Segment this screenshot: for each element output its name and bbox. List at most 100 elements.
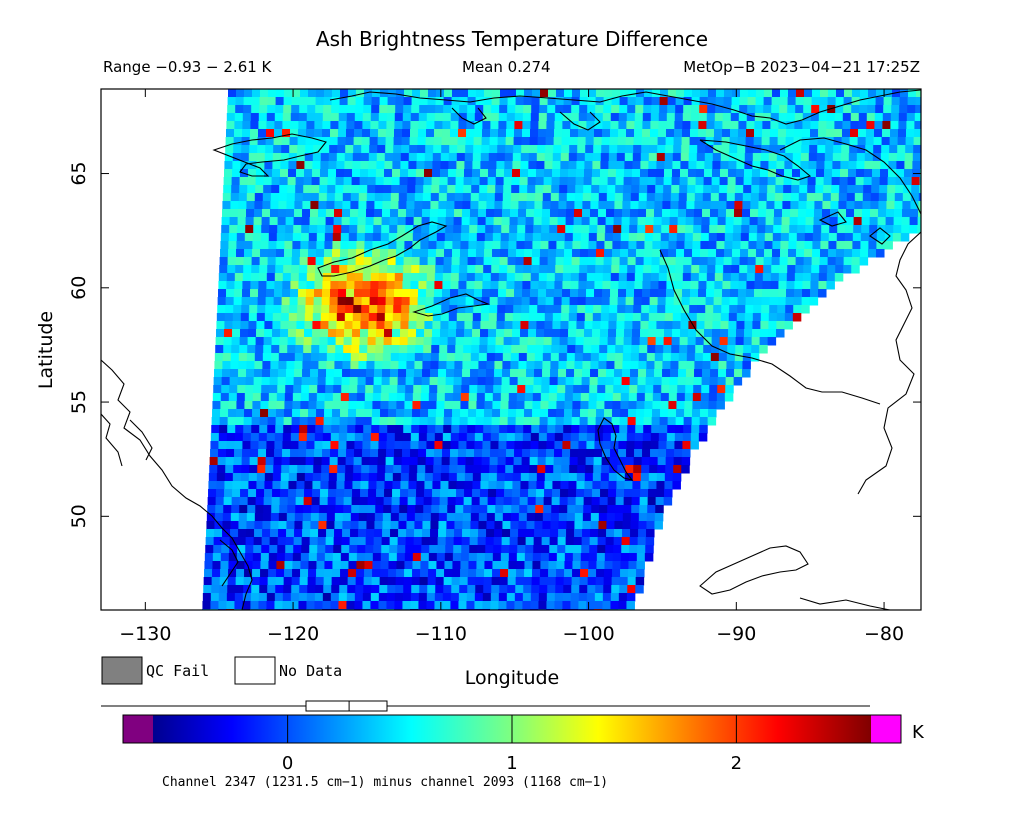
swath-pixel	[412, 401, 421, 410]
swath-pixel	[282, 449, 291, 458]
swath-pixel	[682, 289, 691, 298]
swath-pixel	[420, 409, 429, 418]
swath-pixel	[736, 329, 745, 338]
swath-pixel	[590, 521, 599, 530]
swath-pixel	[622, 513, 632, 522]
swath-pixel	[814, 193, 824, 202]
swath-pixel	[792, 153, 802, 162]
swath-pixel	[606, 513, 616, 522]
swath-pixel	[632, 313, 642, 322]
swath-pixel	[233, 465, 242, 474]
swath-pixel	[513, 137, 523, 146]
swath-pixel	[627, 585, 636, 594]
swath-pixel	[441, 137, 451, 146]
swath-pixel	[721, 297, 731, 306]
swath-pixel	[693, 217, 703, 226]
swath-pixel	[512, 153, 522, 162]
swath-pixel	[510, 513, 520, 522]
swath-pixel	[498, 273, 508, 282]
swath-pixel	[298, 441, 307, 450]
swath-pixel	[334, 209, 343, 218]
swath-pixel	[406, 529, 415, 538]
swath-pixel	[292, 249, 301, 258]
swath-pixel	[669, 385, 678, 394]
swath-pixel	[918, 209, 921, 218]
swath-pixel	[564, 233, 574, 242]
swath-pixel	[421, 545, 430, 554]
swath-pixel	[366, 193, 376, 202]
swath-pixel	[427, 425, 436, 434]
x-tick-label: −90	[716, 623, 756, 645]
swath-pixel	[513, 145, 522, 154]
swath-pixel	[448, 489, 457, 498]
swath-pixel	[531, 425, 540, 434]
swath-pixel	[515, 265, 524, 274]
swath-pixel	[347, 417, 357, 426]
swath-pixel	[233, 145, 242, 154]
swath-pixel	[651, 257, 661, 266]
swath-pixel	[706, 129, 715, 138]
swath-pixel	[271, 177, 281, 186]
swath-pixel	[764, 233, 774, 242]
swath-pixel	[235, 585, 244, 594]
swath-pixel	[563, 97, 573, 106]
swath-pixel	[603, 105, 612, 114]
swath-pixel	[610, 449, 619, 458]
swath-pixel	[372, 249, 381, 258]
swath-pixel	[268, 569, 277, 578]
swath-pixel	[422, 521, 431, 530]
swath-pixel	[398, 209, 407, 218]
swath-pixel	[856, 169, 865, 178]
swath-pixel	[639, 185, 648, 194]
swath-pixel	[468, 241, 477, 250]
swath-pixel	[528, 489, 537, 498]
swath-pixel	[690, 121, 699, 130]
swath-pixel	[527, 505, 536, 514]
swath-pixel	[376, 489, 385, 498]
swath-pixel	[692, 89, 701, 98]
swath-pixel	[397, 225, 406, 234]
swath-pixel	[846, 193, 856, 202]
swath-pixel	[330, 449, 339, 458]
swath-pixel	[476, 561, 485, 570]
swath-pixel	[255, 497, 265, 506]
swath-pixel	[694, 361, 703, 370]
swath-pixel	[744, 169, 753, 178]
swath-pixel	[484, 561, 493, 570]
swath-pixel	[434, 289, 443, 298]
swath-pixel	[260, 393, 270, 402]
swath-pixel	[638, 521, 647, 530]
swath-pixel	[285, 537, 295, 546]
swath-pixel	[405, 385, 414, 394]
swath-pixel	[455, 337, 465, 346]
swath-pixel	[330, 281, 339, 290]
swath-pixel	[814, 201, 823, 210]
swath-pixel	[312, 329, 321, 338]
swath-pixel	[382, 353, 392, 362]
swath-pixel	[204, 553, 214, 562]
swath-pixel	[852, 249, 861, 258]
swath-pixel	[246, 353, 256, 362]
swath-pixel	[462, 201, 471, 210]
swath-pixel	[683, 425, 692, 434]
swath-pixel	[210, 601, 219, 610]
swath-pixel	[372, 401, 381, 410]
swath-pixel	[339, 425, 348, 434]
swath-pixel	[423, 337, 433, 346]
swath-pixel	[282, 281, 291, 290]
swath-pixel	[484, 393, 494, 402]
swath-pixel	[385, 465, 394, 474]
swath-pixel	[267, 257, 277, 266]
swath-pixel	[559, 185, 568, 194]
swath-pixel	[686, 361, 695, 370]
swath-pixel	[562, 281, 571, 290]
swath-pixel	[551, 177, 561, 186]
swath-pixel	[514, 433, 524, 442]
swath-pixel	[844, 249, 853, 258]
swath-pixel	[416, 481, 425, 490]
swath-pixel	[514, 121, 523, 130]
swath-pixel	[710, 201, 719, 210]
swath-pixel	[621, 377, 631, 386]
swath-pixel	[418, 449, 427, 458]
swath-pixel	[407, 505, 416, 514]
